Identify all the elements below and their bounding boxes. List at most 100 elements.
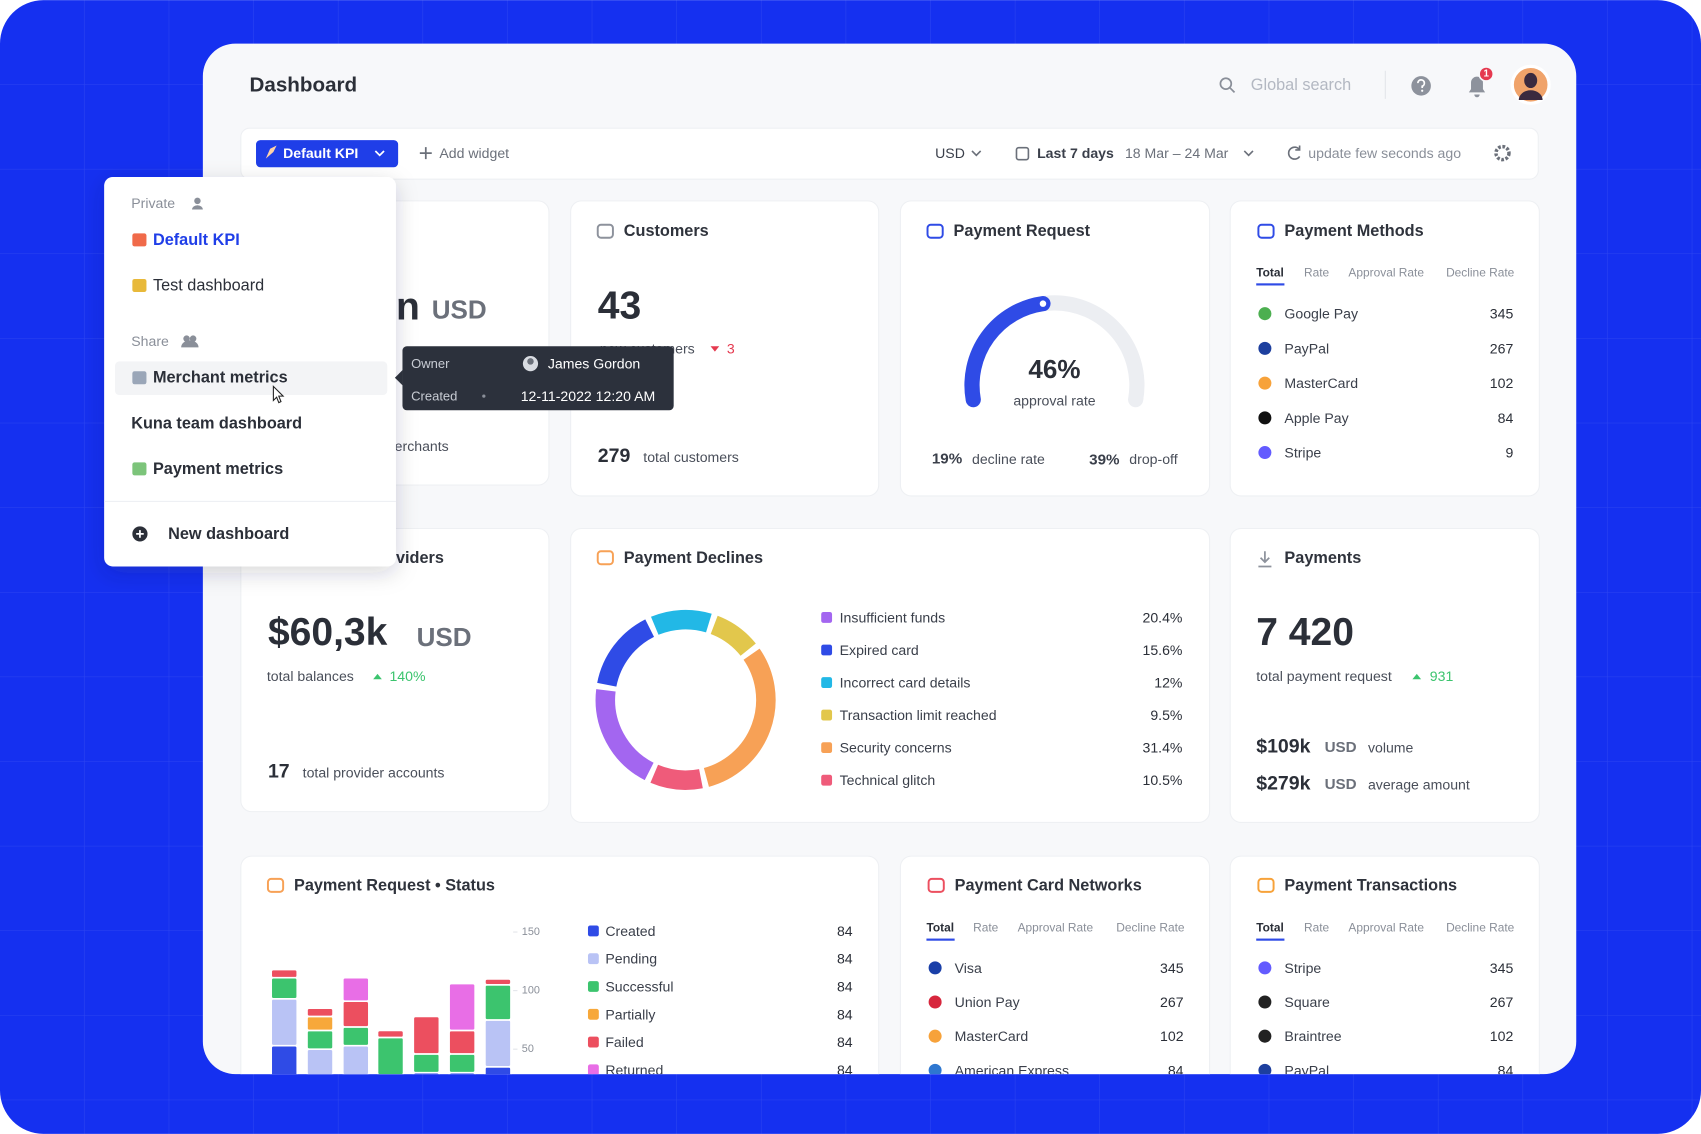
legend-value: 84 (837, 923, 853, 939)
settings-button[interactable] (1494, 144, 1511, 162)
row-value: 345 (1490, 960, 1514, 976)
bar-segment (448, 1053, 476, 1074)
legend-value: 84 (837, 951, 853, 967)
bar-segment (376, 1036, 405, 1075)
card (570, 527, 1211, 824)
tab[interactable]: Approval Rate (1348, 265, 1424, 279)
tab[interactable]: Total (926, 921, 954, 935)
bar-segment (306, 1048, 334, 1075)
new-dashboard[interactable]: New dashboard (168, 525, 289, 543)
icon (926, 223, 944, 239)
kpi-button-label[interactable]: Default KPI (283, 145, 358, 161)
bar-segment (341, 1000, 370, 1028)
kpi-value: 7 420 (1256, 611, 1354, 654)
row-value: 345 (1160, 960, 1184, 976)
bar-segment (484, 1019, 512, 1068)
kpi-delta: 3 (727, 340, 735, 356)
tab[interactable]: Decline Rate (1446, 921, 1515, 935)
dropdown-item[interactable]: Merchant metrics (153, 369, 288, 387)
legend-label: Pending (605, 951, 657, 967)
tab[interactable]: Rate (1304, 921, 1330, 935)
tab[interactable]: Approval Rate (1348, 921, 1424, 935)
row-icon (1258, 446, 1272, 460)
item-icon (132, 278, 147, 292)
legend-swatch (587, 1036, 599, 1048)
row-name: Union Pay (955, 994, 1021, 1010)
row-icon (1258, 376, 1272, 390)
dropdown-item[interactable]: Kuna team dashboard (131, 414, 302, 432)
bar-segment (270, 968, 299, 979)
tooltip-value: 12-11-2022 12:20 AM (521, 388, 656, 404)
kpi-caption: drop-off (1129, 451, 1177, 467)
notification-bell[interactable] (1468, 76, 1486, 98)
legend-value: 31.4% (1142, 740, 1182, 756)
down-arrow (710, 346, 720, 352)
kpi-caption: volume (1368, 740, 1414, 756)
tab[interactable]: Total (1256, 265, 1284, 279)
kpi-caption: total provider accounts (303, 765, 445, 781)
bar-segment (306, 1007, 334, 1018)
item-icon (132, 462, 147, 476)
row-name: Visa (955, 960, 982, 976)
row-value: 267 (1490, 994, 1514, 1010)
row-icon (1258, 1029, 1272, 1043)
currency-select[interactable]: USD (935, 145, 965, 161)
search-icon (1229, 87, 1236, 94)
kpi-delta: 140% (389, 668, 426, 684)
row-icon (1258, 961, 1272, 975)
row-name: PayPal (1284, 340, 1329, 356)
legend-swatch (821, 677, 833, 688)
tab[interactable]: Decline Rate (1116, 921, 1185, 935)
row-value: 102 (1160, 1028, 1184, 1044)
row-value: 84 (1498, 1062, 1514, 1078)
tab[interactable]: Total (1256, 921, 1284, 935)
bar-segment (306, 1029, 334, 1051)
tab[interactable]: Rate (1304, 265, 1330, 279)
card-title: Payment Request • Status (294, 876, 495, 894)
period-select[interactable]: Last 7 days (1037, 145, 1114, 161)
row-icon (1258, 995, 1272, 1009)
dropdown-item[interactable]: Default KPI (153, 231, 240, 249)
tab[interactable]: Approval Rate (1018, 921, 1094, 935)
search-input[interactable]: Global search (1251, 76, 1351, 94)
kpi-caption: average amount (1368, 777, 1470, 793)
bar-segment (412, 1015, 441, 1055)
legend-swatch (587, 953, 599, 965)
row-name: Google Pay (1284, 306, 1359, 322)
row-icon (928, 995, 942, 1009)
calendar-icon (1015, 146, 1030, 161)
item-icon (132, 233, 147, 247)
help-glyph (1416, 79, 1426, 89)
kpi-button[interactable] (256, 140, 399, 168)
legend-swatch (587, 1008, 599, 1020)
people-icon (181, 340, 199, 348)
dropdown-item[interactable]: Payment metrics (153, 460, 283, 478)
tab[interactable]: Rate (973, 921, 999, 935)
legend-swatch (587, 925, 599, 937)
help-button[interactable] (1411, 76, 1431, 96)
donut-segment (595, 689, 654, 781)
tab[interactable]: Decline Rate (1446, 265, 1515, 279)
legend-swatch (821, 612, 833, 623)
row-icon (1258, 1063, 1272, 1075)
legend-swatch (587, 1064, 599, 1075)
row-name: MasterCard (955, 1028, 1029, 1044)
row-value: 102 (1490, 1028, 1514, 1044)
y-tick-label: 50 (522, 1043, 534, 1055)
chevron (971, 150, 982, 157)
row-value: 84 (1168, 1062, 1184, 1078)
overlay: Private Default KPI Test dashboard Share Mer… (104, 177, 674, 567)
donut-segment (703, 648, 776, 787)
legend-value: 20.4% (1142, 609, 1182, 625)
refresh-icon[interactable] (1287, 145, 1301, 160)
card-title: Payment Transactions (1284, 876, 1457, 894)
card (1229, 855, 1540, 1075)
legend-value: 10.5% (1142, 772, 1182, 788)
help-glyph (1421, 89, 1424, 92)
legend-value: 12% (1154, 675, 1183, 691)
dropdown-item[interactable]: Test dashboard (153, 276, 264, 294)
add-widget[interactable]: Add widget (439, 145, 509, 161)
kpi-total: $279k (1256, 772, 1310, 794)
